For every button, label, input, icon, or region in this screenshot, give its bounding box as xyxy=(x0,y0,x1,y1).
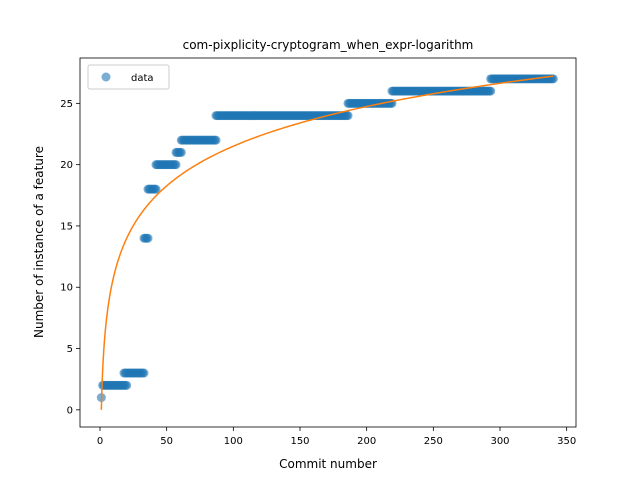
data-point xyxy=(143,233,153,243)
y-tick-label: 25 xyxy=(60,99,73,110)
y-axis-ticks: 0 5 10 15 20 25 xyxy=(60,99,80,416)
plot-clip-group xyxy=(96,74,558,410)
x-tick-label: 200 xyxy=(357,436,376,447)
data-point xyxy=(343,111,353,121)
chart-title: com-pixplicity-cryptogram_when_expr-loga… xyxy=(183,38,474,52)
data-point xyxy=(548,74,558,84)
data-point xyxy=(486,86,496,96)
x-tick-label: 100 xyxy=(224,436,243,447)
legend-box xyxy=(87,64,170,90)
x-axis-ticks: 0 50 100 150 200 250 300 350 xyxy=(97,427,576,447)
x-tick-label: 250 xyxy=(424,436,443,447)
data-point xyxy=(122,380,132,390)
y-tick-label: 20 xyxy=(60,160,73,171)
x-tick-label: 350 xyxy=(557,436,576,447)
y-tick-label: 0 xyxy=(67,405,73,416)
data-point xyxy=(176,147,186,157)
y-tick-label: 5 xyxy=(67,344,73,355)
plot-frame xyxy=(79,57,577,428)
y-tick-label: 15 xyxy=(60,221,73,232)
scatter-points xyxy=(96,74,558,403)
x-tick-label: 150 xyxy=(290,436,309,447)
data-point xyxy=(139,368,149,378)
legend-marker xyxy=(101,72,111,82)
x-axis-label: Commit number xyxy=(279,457,377,471)
x-tick-label: 300 xyxy=(490,436,509,447)
legend: data xyxy=(87,64,170,90)
data-point xyxy=(171,160,181,170)
x-tick-label: 50 xyxy=(160,436,173,447)
y-tick-label: 10 xyxy=(60,283,73,294)
data-point xyxy=(211,135,221,145)
y-axis-label: Number of instance of a feature xyxy=(32,146,46,338)
x-tick-label: 0 xyxy=(97,436,103,447)
data-point xyxy=(151,184,161,194)
fit-line xyxy=(100,75,554,410)
legend-label: data xyxy=(131,73,154,84)
